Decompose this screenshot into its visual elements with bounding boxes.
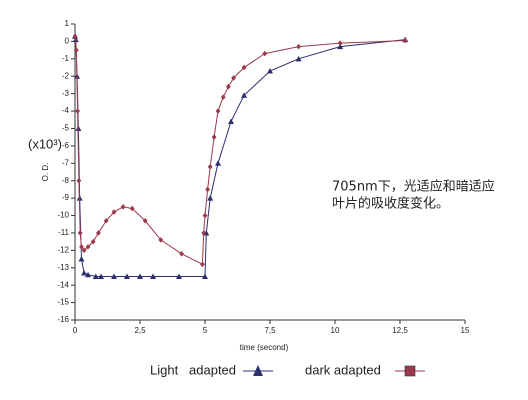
- legend-symbol: [404, 365, 416, 377]
- data-point: [98, 273, 104, 279]
- x-axis-label: time (second): [240, 343, 289, 352]
- y-tick-label: -3: [62, 89, 70, 98]
- y-tick-label: -14: [57, 280, 69, 289]
- data-point: [76, 177, 82, 184]
- legend-symbol: [253, 365, 263, 376]
- data-point: [207, 195, 214, 201]
- y-tick-label: -7: [62, 158, 70, 167]
- data-point: [150, 273, 156, 279]
- data-point: [137, 273, 143, 279]
- y-tick-label: -8: [62, 176, 70, 185]
- y-tick-label: -9: [62, 193, 70, 202]
- data-point: [202, 212, 208, 219]
- y-tick-label: -13: [57, 263, 69, 272]
- y-tick-label: -6: [62, 141, 70, 150]
- x-tick-label: 0: [73, 326, 78, 335]
- data-point: [262, 50, 268, 57]
- data-point: [85, 244, 91, 250]
- data-point: [79, 244, 84, 250]
- data-point: [129, 205, 135, 212]
- series-line: [74, 36, 406, 266]
- y-tick-label: -2: [62, 71, 70, 80]
- data-point: [92, 273, 99, 279]
- y-tick-label: -11: [58, 228, 70, 237]
- data-point: [337, 43, 344, 50]
- data-point: [220, 94, 226, 100]
- annotation: 705nm下，光适应和暗适应: [332, 179, 495, 195]
- data-point: [81, 247, 87, 254]
- data-point: [96, 230, 101, 236]
- annotation: 叶片的吸收度变化。: [332, 196, 449, 212]
- data-point: [337, 40, 343, 46]
- y-tick-label: -4: [62, 106, 70, 115]
- y-tick-label: 1: [65, 19, 70, 28]
- data-point: [77, 230, 83, 236]
- y-tick-label: 0: [65, 37, 70, 46]
- legend-label: dark adapted: [305, 362, 381, 377]
- data-point: [78, 256, 85, 262]
- data-point: [179, 251, 184, 257]
- x-tick-label: 7,5: [264, 326, 276, 335]
- data-point: [72, 33, 78, 39]
- data-point: [402, 37, 408, 44]
- data-point: [215, 108, 221, 114]
- data-point: [296, 43, 301, 50]
- data-point: [73, 47, 79, 53]
- data-point: [241, 92, 247, 98]
- data-point: [267, 68, 273, 74]
- data-point: [85, 271, 91, 278]
- x-tick-label: 2,5: [134, 326, 146, 335]
- data-point: [81, 269, 88, 276]
- data-point: [120, 204, 126, 210]
- data-point: [205, 186, 210, 193]
- y-tick-label: -15: [57, 298, 69, 307]
- data-point: [228, 118, 234, 125]
- y-tick-label: -10: [57, 211, 69, 220]
- data-point: [215, 160, 221, 166]
- data-point: [158, 237, 164, 243]
- y-tick-label: -5: [62, 124, 70, 133]
- data-point: [111, 209, 117, 215]
- data-point: [231, 75, 236, 81]
- series-line: [74, 36, 406, 277]
- data-point: [124, 273, 130, 279]
- legend-label: Light adapted: [150, 362, 236, 377]
- data-point: [201, 230, 207, 236]
- y-tick-label: -12: [57, 245, 69, 254]
- x-tick-label: 10: [331, 326, 340, 335]
- data-point: [111, 273, 117, 279]
- data-point: [176, 273, 182, 279]
- data-point: [295, 55, 302, 62]
- data-point: [90, 238, 96, 245]
- data-point: [202, 273, 208, 279]
- data-point: [75, 108, 80, 114]
- data-point: [226, 83, 231, 90]
- data-point: [211, 134, 217, 140]
- y-tick-label: -16: [57, 315, 69, 324]
- data-point: [142, 217, 148, 224]
- y-tick-label: -1: [62, 54, 70, 63]
- y-multiplier: (x10³): [28, 136, 62, 151]
- x-tick-label: 15: [461, 326, 470, 335]
- y-axis-label: O. D.: [41, 163, 50, 182]
- data-point: [103, 217, 109, 224]
- x-tick-label: 5: [203, 326, 208, 335]
- x-tick-label: 12,5: [392, 326, 408, 335]
- data-point: [241, 64, 247, 71]
- data-point: [200, 261, 205, 268]
- data-point: [207, 163, 213, 170]
